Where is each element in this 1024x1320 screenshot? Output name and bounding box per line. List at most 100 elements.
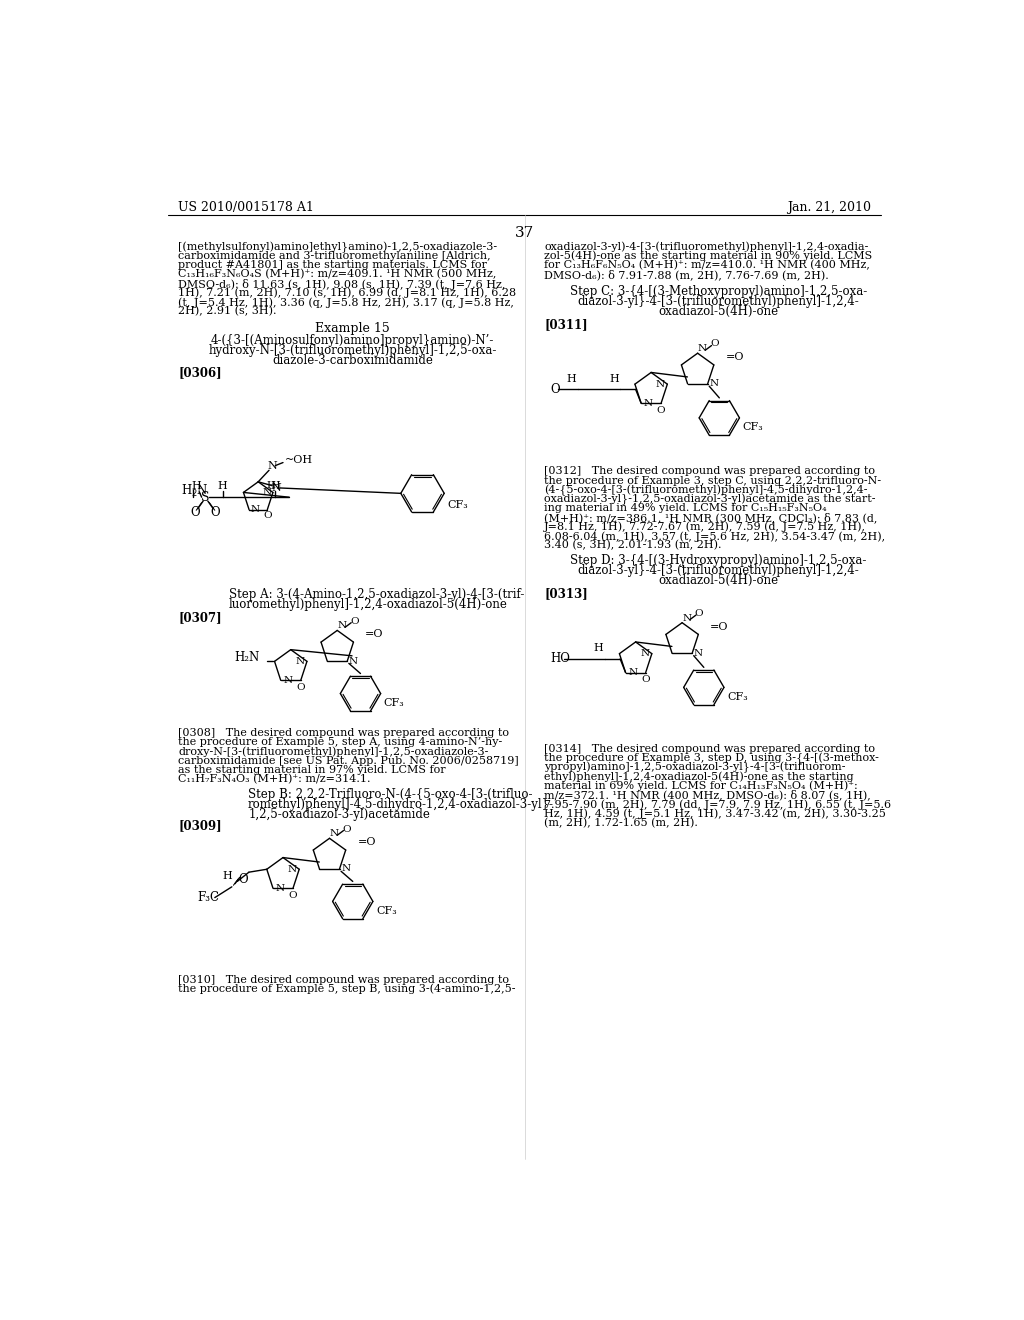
Text: Step A: 3-(4-Amino-1,2,5-oxadiazol-3-yl)-4-[3-(trif-: Step A: 3-(4-Amino-1,2,5-oxadiazol-3-yl)… — [228, 589, 524, 601]
Text: Step C: 3-{4-[(3-Methoxypropyl)amino]-1,2,5-oxa-: Step C: 3-{4-[(3-Methoxypropyl)amino]-1,… — [570, 285, 867, 298]
Text: [0311]: [0311] — [544, 318, 588, 331]
Text: Hz, 1H), 4.59 (t, J=5.1 Hz, 1H), 3.47-3.42 (m, 2H), 3.30-3.25: Hz, 1H), 4.59 (t, J=5.1 Hz, 1H), 3.47-3.… — [544, 808, 886, 818]
Text: m/z=372.1. ¹H NMR (400 MHz, DMSO-d₆): δ 8.07 (s, 1H),: m/z=372.1. ¹H NMR (400 MHz, DMSO-d₆): δ … — [544, 789, 871, 801]
Text: the procedure of Example 3, step D, using 3-{4-[(3-methox-: the procedure of Example 3, step D, usin… — [544, 752, 879, 764]
Text: diazole-3-carboximidamide: diazole-3-carboximidamide — [272, 354, 433, 367]
Text: H: H — [222, 871, 232, 880]
Text: N: N — [694, 649, 702, 657]
Text: [0309]: [0309] — [178, 818, 222, 832]
Text: Step B: 2,2,2-Trifluoro-N-(4-{5-oxo-4-[3-(trifluo-: Step B: 2,2,2-Trifluoro-N-(4-{5-oxo-4-[3… — [248, 788, 532, 801]
Text: N: N — [697, 345, 707, 352]
Text: diazol-3-yl}-4-[3-(trifluoromethyl)phenyl]-1,2,4-: diazol-3-yl}-4-[3-(trifluoromethyl)pheny… — [578, 294, 859, 308]
Text: 2H), 2.91 (s, 3H).: 2H), 2.91 (s, 3H). — [178, 306, 276, 317]
Text: 37: 37 — [515, 226, 535, 240]
Text: N: N — [341, 865, 350, 874]
Text: CF₃: CF₃ — [727, 692, 748, 702]
Text: O: O — [641, 675, 650, 684]
Text: (m, 2H), 1.72-1.65 (m, 2H).: (m, 2H), 1.72-1.65 (m, 2H). — [544, 817, 698, 828]
Text: diazol-3-yl}-4-[3-(trifluoromethyl)phenyl]-1,2,4-: diazol-3-yl}-4-[3-(trifluoromethyl)pheny… — [578, 564, 859, 577]
Text: =O: =O — [710, 622, 728, 632]
Text: O: O — [656, 405, 666, 414]
Text: H: H — [566, 374, 577, 384]
Text: O: O — [695, 609, 703, 618]
Text: Example 15: Example 15 — [315, 322, 390, 335]
Text: droxy-N-[3-(trifluoromethyl)phenyl]-1,2,5-oxadiazole-3-: droxy-N-[3-(trifluoromethyl)phenyl]-1,2,… — [178, 747, 488, 758]
Text: CF₃: CF₃ — [447, 500, 468, 510]
Text: ethyl)phenyl]-1,2,4-oxadiazol-5(4H)-one as the starting: ethyl)phenyl]-1,2,4-oxadiazol-5(4H)-one … — [544, 771, 854, 781]
Text: N: N — [275, 883, 285, 892]
Text: 4-({3-[(Aminosulfonyl)amino]propyl}amino)-N’-: 4-({3-[(Aminosulfonyl)amino]propyl}amino… — [211, 334, 495, 347]
Text: H₂N: H₂N — [234, 651, 260, 664]
Text: H: H — [191, 482, 201, 491]
Text: zol-5(4H)-one as the starting material in 90% yield. LCMS: zol-5(4H)-one as the starting material i… — [544, 251, 872, 261]
Text: as the starting material in 97% yield. LCMS for: as the starting material in 97% yield. L… — [178, 766, 446, 775]
Text: for C₁₃H₆F₆N₅O₄ (M+H)⁺: m/z=410.0. ¹H NMR (400 MHz,: for C₁₃H₆F₆N₅O₄ (M+H)⁺: m/z=410.0. ¹H NM… — [544, 260, 870, 271]
Text: N: N — [296, 657, 304, 665]
Text: N: N — [682, 614, 691, 623]
Text: N: N — [349, 656, 358, 665]
Text: N: N — [272, 483, 282, 492]
Text: DMSO-d₆): δ 11.63 (s, 1H), 9.08 (s, 1H), 7.39 (t, J=7.6 Hz,: DMSO-d₆): δ 11.63 (s, 1H), 9.08 (s, 1H),… — [178, 279, 506, 289]
Text: O: O — [190, 506, 201, 519]
Text: 1,2,5-oxadiazol-3-yl)acetamide: 1,2,5-oxadiazol-3-yl)acetamide — [248, 808, 430, 821]
Text: [0314]   The desired compound was prepared according to: [0314] The desired compound was prepared… — [544, 743, 876, 754]
Text: 7.95-7.90 (m, 2H), 7.79 (dd, J=7.9, 7.9 Hz, 1H), 6.55 (t, J=5.6: 7.95-7.90 (m, 2H), 7.79 (dd, J=7.9, 7.9 … — [544, 799, 891, 809]
Text: oxadiazol-5(4H)-one: oxadiazol-5(4H)-one — [658, 574, 778, 587]
Text: (M+H)⁺: m/z=386.1. ¹H NMR (300 MHz, CDCl₃): δ 7.83 (d,: (M+H)⁺: m/z=386.1. ¹H NMR (300 MHz, CDCl… — [544, 512, 878, 524]
Text: =O: =O — [357, 837, 376, 847]
Text: [0308]   The desired compound was prepared according to: [0308] The desired compound was prepared… — [178, 729, 509, 738]
Text: CF₃: CF₃ — [376, 906, 396, 916]
Text: [0306]: [0306] — [178, 367, 222, 379]
Text: N: N — [710, 379, 719, 388]
Text: the procedure of Example 3, step C, using 2,2,2-trifluoro-N-: the procedure of Example 3, step C, usin… — [544, 475, 882, 486]
Text: O: O — [263, 511, 271, 520]
Text: H$_2$N: H$_2$N — [180, 483, 209, 499]
Text: N: N — [337, 622, 346, 630]
Text: O: O — [550, 383, 560, 396]
Text: =O: =O — [725, 352, 744, 362]
Text: carboximidamide [see US Pat. App. Pub. No. 2006/0258719]: carboximidamide [see US Pat. App. Pub. N… — [178, 756, 519, 766]
Text: ~OH: ~OH — [286, 455, 313, 465]
Text: 1H), 7.21 (m, 2H), 7.10 (s, 1H), 6.99 (d, J=8.1 Hz, 1H), 6.28: 1H), 7.21 (m, 2H), 7.10 (s, 1H), 6.99 (d… — [178, 288, 516, 298]
Text: N: N — [288, 865, 297, 874]
Text: O: O — [238, 873, 248, 886]
Text: material in 69% yield. LCMS for C₁₄H₁₃F₃N₅O₄ (M+H)⁺:: material in 69% yield. LCMS for C₁₄H₁₃F₃… — [544, 780, 858, 791]
Text: O: O — [350, 616, 358, 626]
Text: hydroxy-N-[3-(trifluoromethyl)phenyl]-1,2,5-oxa-: hydroxy-N-[3-(trifluoromethyl)phenyl]-1,… — [209, 345, 497, 356]
Text: N: N — [330, 829, 339, 838]
Text: J=8.1 Hz, 1H), 7.72-7.67 (m, 2H), 7.59 (d, J=7.5 Hz, 1H),: J=8.1 Hz, 1H), 7.72-7.67 (m, 2H), 7.59 (… — [544, 521, 866, 532]
Text: 3.40 (s, 3H), 2.01-1.93 (m, 2H).: 3.40 (s, 3H), 2.01-1.93 (m, 2H). — [544, 540, 722, 550]
Text: F₃C: F₃C — [198, 891, 220, 904]
Text: Jan. 21, 2010: Jan. 21, 2010 — [787, 201, 871, 214]
Text: H: H — [218, 482, 227, 491]
Text: romethyl)phenyl]-4,5-dihydro-1,2,4-oxadiazol-3-yl}-: romethyl)phenyl]-4,5-dihydro-1,2,4-oxadi… — [248, 799, 554, 812]
Text: N: N — [267, 462, 278, 471]
Text: H: H — [266, 482, 275, 490]
Text: O: O — [342, 825, 351, 833]
Text: CF₃: CF₃ — [742, 422, 763, 432]
Text: N: N — [640, 649, 649, 659]
Text: (t, J=5.4 Hz, 1H), 3.36 (q, J=5.8 Hz, 2H), 3.17 (q, J=5.8 Hz,: (t, J=5.4 Hz, 1H), 3.36 (q, J=5.8 Hz, 2H… — [178, 297, 514, 308]
Text: 6.08-6.04 (m, 1H), 3.57 (t, J=5.6 Hz, 2H), 3.54-3.47 (m, 2H),: 6.08-6.04 (m, 1H), 3.57 (t, J=5.6 Hz, 2H… — [544, 531, 886, 541]
Text: luoromethyl)phenyl]-1,2,4-oxadiazol-5(4H)-one: luoromethyl)phenyl]-1,2,4-oxadiazol-5(4H… — [228, 598, 508, 611]
Text: N: N — [643, 399, 652, 408]
Text: [0310]   The desired compound was prepared according to: [0310] The desired compound was prepared… — [178, 974, 509, 985]
Text: HO: HO — [550, 652, 570, 665]
Text: H: H — [594, 643, 603, 653]
Text: N: N — [628, 668, 637, 677]
Text: Step D: 3-{4-[(3-Hydroxypropyl)amino]-1,2,5-oxa-: Step D: 3-{4-[(3-Hydroxypropyl)amino]-1,… — [570, 554, 866, 568]
Text: O: O — [289, 891, 297, 900]
Text: =O: =O — [366, 630, 384, 639]
Text: oxadiazol-5(4H)-one: oxadiazol-5(4H)-one — [658, 305, 778, 318]
Text: US 2010/0015178 A1: US 2010/0015178 A1 — [178, 201, 314, 214]
Text: ypropyl)amino]-1,2,5-oxadiazol-3-yl}-4-[3-(trifluorom-: ypropyl)amino]-1,2,5-oxadiazol-3-yl}-4-[… — [544, 762, 846, 774]
Text: C₁₃H₁₆F₃N₆O₄S (M+H)⁺: m/z=409.1. ¹H NMR (500 MHz,: C₁₃H₁₆F₃N₆O₄S (M+H)⁺: m/z=409.1. ¹H NMR … — [178, 269, 497, 280]
Text: N: N — [251, 506, 260, 515]
Text: O: O — [711, 339, 719, 348]
Text: S: S — [202, 491, 210, 504]
Text: [0313]: [0313] — [544, 587, 588, 601]
Text: H: H — [270, 482, 281, 491]
Text: C₁₁H₇F₃N₄O₃ (M+H)⁺: m/z=314.1.: C₁₁H₇F₃N₄O₃ (M+H)⁺: m/z=314.1. — [178, 775, 371, 784]
Text: product #A41801] as the starting materials. LCMS for: product #A41801] as the starting materia… — [178, 260, 487, 271]
Text: O: O — [211, 506, 220, 519]
